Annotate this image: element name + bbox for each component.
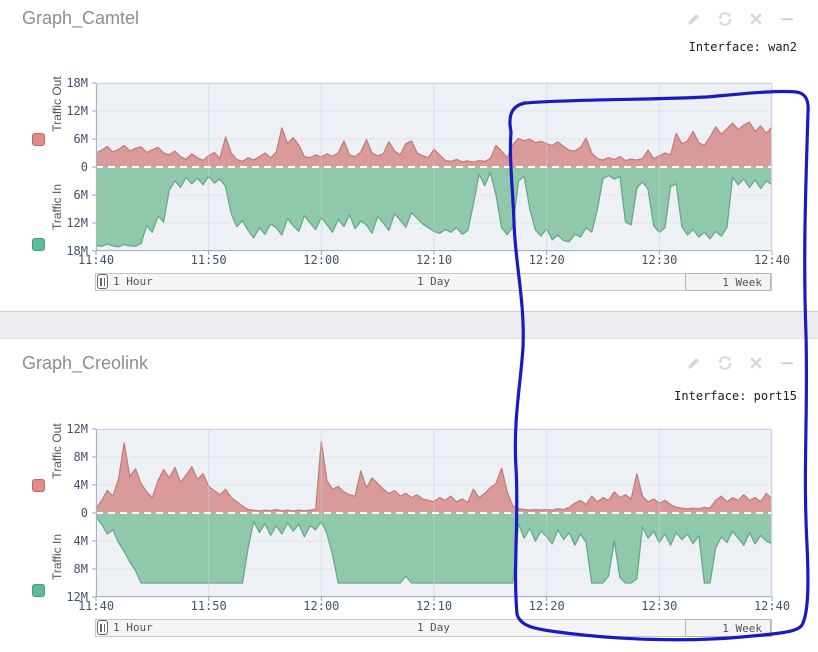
minimize-icon[interactable]: [779, 11, 795, 27]
legend-traffic-out-swatch: [32, 479, 45, 492]
refresh-icon[interactable]: [717, 11, 733, 27]
traffic-chart[interactable]: [91, 82, 773, 256]
time-range-bar[interactable]: 1 Hour 1 Day 1 Week: [95, 273, 772, 291]
legend-traffic-in-swatch: [32, 584, 45, 597]
time-range-bar[interactable]: 1 Hour 1 Day 1 Week: [95, 619, 772, 637]
range-slider-handle[interactable]: [97, 274, 108, 289]
refresh-icon[interactable]: [717, 355, 733, 371]
legend-traffic-in-swatch: [32, 238, 45, 251]
legend-traffic-in-label: Traffic In: [50, 184, 64, 231]
legend-traffic-out-label: Traffic Out: [50, 423, 64, 479]
minimize-icon[interactable]: [779, 355, 795, 371]
widget-graph-creolink: Graph_Creolink Interface: port15 Traffic…: [0, 338, 818, 652]
edit-icon[interactable]: [686, 11, 702, 27]
range-1-day[interactable]: 1 Day: [416, 621, 451, 634]
range-1-week[interactable]: 1 Week: [685, 273, 771, 291]
panel-title: Graph_Camtel: [22, 8, 140, 28]
panel-title: Graph_Creolink: [22, 353, 149, 373]
range-1-hour[interactable]: 1 Hour: [113, 621, 153, 634]
interface-label: Interface: port15: [674, 389, 797, 403]
widget-graph-camtel: Graph_Camtel Interface: wan2 Traffic Out…: [0, 0, 818, 312]
traffic-chart[interactable]: [91, 428, 773, 602]
edit-icon[interactable]: [686, 355, 702, 371]
area-traffic-out: [96, 122, 772, 167]
range-1-day[interactable]: 1 Day: [416, 275, 451, 288]
legend-traffic-in-label: Traffic In: [50, 534, 64, 581]
close-icon[interactable]: [748, 355, 764, 371]
range-1-hour[interactable]: 1 Hour: [113, 275, 153, 288]
range-slider-handle[interactable]: [97, 620, 108, 635]
legend-traffic-out-swatch: [32, 133, 45, 146]
range-1-week[interactable]: 1 Week: [685, 619, 771, 637]
close-icon[interactable]: [748, 11, 764, 27]
legend-traffic-out-label: Traffic Out: [50, 76, 64, 132]
widget-toolbar: [686, 355, 795, 371]
widget-toolbar: [686, 11, 795, 27]
interface-label: Interface: wan2: [688, 40, 797, 54]
